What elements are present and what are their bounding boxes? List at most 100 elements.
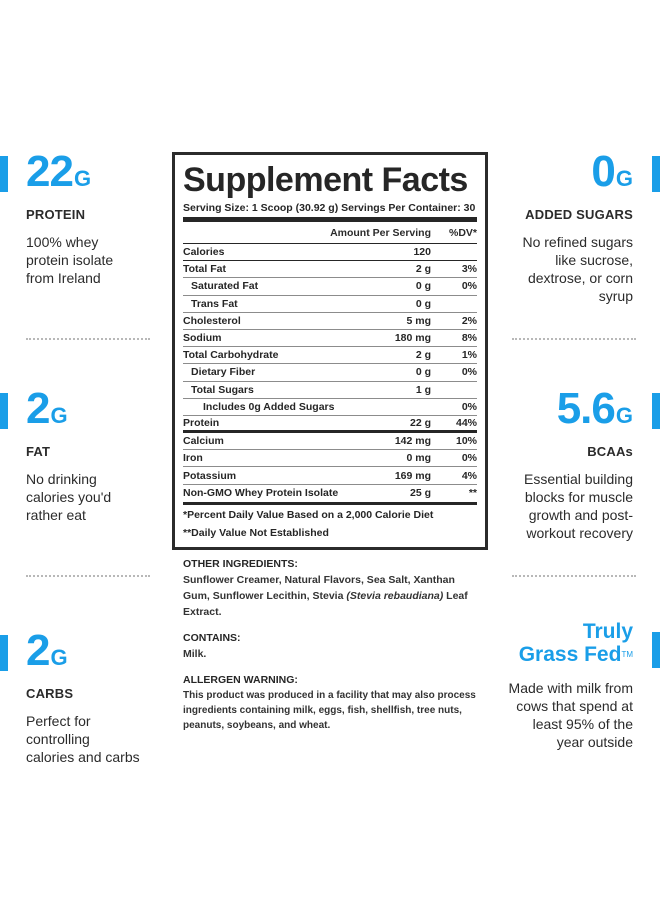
feature-fat: 2G FAT No drinking calories you'd rather… (0, 385, 160, 524)
nutrient-row: Total Carbohydrate 2 g 1% (183, 347, 477, 365)
accent-bar (0, 156, 8, 192)
accent-bar (652, 156, 660, 192)
contains-text: Milk. (183, 648, 207, 660)
nutrient-row: Calories 120 (183, 244, 477, 262)
thick-rule (183, 501, 477, 505)
nutrient-name: Iron (183, 452, 203, 465)
nutrient-amount: 25 g (409, 487, 431, 500)
nutrient-row: Sodium 180 mg 8% (183, 330, 477, 348)
nutrient-dv: 0% (461, 400, 477, 413)
stat-description: 100% whey protein isolate from Ireland (26, 234, 114, 286)
nutrient-amount: 169 mg (394, 469, 431, 482)
nutrient-dv: 0% (461, 452, 477, 465)
nutrient-name: Potassium (183, 469, 237, 482)
footnote-not-established: **Daily Value Not Established (183, 526, 329, 539)
nutrient-row: Dietary Fiber 0 g 0% (183, 364, 477, 382)
stat-value: 22G (26, 147, 92, 196)
nutrient-amount: 22 g (409, 416, 431, 429)
stat-description: Made with milk from cows that spend at l… (508, 680, 633, 750)
accent-bar (0, 393, 8, 429)
nutrient-name: Calories (183, 246, 225, 259)
other-ingredients-text: Sunflower Creamer, Natural Flavors, Sea … (183, 574, 468, 618)
stat-value: 5.6G (556, 384, 633, 433)
feature-bcaas: 5.6G BCAAs Essential building blocks for… (490, 385, 660, 542)
nutrient-row: Cholesterol 5 mg 2% (183, 313, 477, 330)
nutrient-row: Includes 0g Added Sugars 0% (183, 399, 477, 416)
nutrient-row: Non-GMO Whey Protein Isolate 25 g ** (183, 485, 477, 502)
nutrient-name: Saturated Fat (191, 280, 259, 293)
nutrient-dv: 3% (461, 263, 477, 276)
nutrient-dv: 2% (461, 314, 477, 327)
nutrient-name: Total Fat (183, 263, 226, 276)
nutrient-name: Total Carbohydrate (183, 349, 279, 362)
nutrient-row: Protein 22 g 44% (183, 416, 477, 434)
accent-bar (0, 635, 8, 671)
stat-description: Perfect for controlling calories and car… (26, 713, 140, 765)
nutrient-amount: 120 (413, 246, 431, 259)
accent-bar (652, 393, 660, 429)
stat-description: Essential building blocks for muscle gro… (524, 471, 633, 541)
ingredients-section: OTHER INGREDIENTS: Sunflower Creamer, Na… (183, 556, 483, 743)
nutrient-amount: 180 mg (394, 332, 431, 345)
nutrient-name: Protein (183, 416, 220, 429)
nutrient-name: Non-GMO Whey Protein Isolate (183, 487, 339, 500)
nutrient-amount: 0 g (415, 366, 431, 379)
nutrient-name: Total Sugars (191, 383, 254, 396)
nutrient-dv: 8% (461, 332, 477, 345)
thick-rule (183, 217, 477, 222)
nutrient-dv: 10% (455, 435, 477, 448)
nutrient-row: Total Fat 2 g 3% (183, 261, 477, 279)
nutrient-amount: 0 g (415, 297, 431, 310)
divider-dotted (512, 575, 636, 577)
stat-title: CARBS (26, 686, 74, 701)
accent-bar (652, 632, 660, 668)
nutrient-dv: 4% (461, 469, 477, 482)
nutrient-amount: 1 g (415, 383, 431, 396)
nutrient-row: Iron 0 mg 0% (183, 450, 477, 468)
nutrient-row: Calcium 142 mg 10% (183, 433, 477, 451)
nutrient-dv: ** (468, 487, 477, 500)
supplement-facts-panel: Supplement Facts Serving Size: 1 Scoop (… (172, 152, 488, 550)
footnote-dv: *Percent Daily Value Based on a 2,000 Ca… (183, 508, 434, 521)
nutrient-dv: 0% (461, 280, 477, 293)
label-title: Supplement Facts (183, 161, 468, 199)
feature-grass-fed: Truly Grass FedTM Made with milk from co… (490, 620, 660, 751)
divider-dotted (26, 575, 150, 577)
contains-heading: CONTAINS: (183, 632, 241, 644)
nutrient-amount: 0 mg (406, 452, 431, 465)
feature-added-sugars: 0G ADDED SUGARS No refined sugars like s… (490, 148, 660, 305)
nutrient-row: Total Sugars 1 g (183, 382, 477, 399)
serving-info: Serving Size: 1 Scoop (30.92 g) Servings… (183, 202, 476, 214)
nutrient-name: Cholesterol (183, 314, 241, 327)
stat-value: 2G (26, 384, 68, 433)
nutrient-row: Saturated Fat 0 g 0% (183, 278, 477, 296)
nutrient-name: Calcium (183, 435, 224, 448)
nutrient-name: Includes 0g Added Sugars (203, 400, 335, 413)
brand-claim: Truly Grass FedTM (518, 620, 633, 666)
trademark-symbol: TM (621, 650, 633, 659)
stat-title: PROTEIN (26, 207, 86, 222)
nutrient-name: Dietary Fiber (191, 366, 256, 379)
column-header: Amount Per Serving %DV* (183, 222, 477, 244)
stat-title: ADDED SUGARS (525, 207, 633, 222)
stat-title: BCAAs (587, 444, 633, 459)
nutrient-amount: 142 mg (394, 435, 431, 448)
nutrient-dv: 1% (461, 349, 477, 362)
allergen-warning-heading: ALLERGEN WARNING: (183, 674, 298, 686)
stat-description: No drinking calories you'd rather eat (26, 471, 112, 523)
nutrient-dv: 44% (455, 416, 477, 429)
stat-description: No refined sugars like sucrose, dextrose… (522, 234, 633, 304)
nutrient-amount: 5 mg (406, 314, 431, 327)
nutrient-amount: 0 g (415, 280, 431, 293)
other-ingredients-heading: OTHER INGREDIENTS: (183, 558, 298, 570)
feature-protein: 22G PROTEIN 100% whey protein isolate fr… (0, 148, 160, 287)
stat-title: FAT (26, 444, 51, 459)
stat-value: 0G (591, 147, 633, 196)
allergen-warning-text: This product was produced in a facility … (183, 690, 476, 731)
nutrient-row: Trans Fat 0 g (183, 296, 477, 313)
nutrient-amount: 2 g (415, 263, 431, 276)
stat-value: 2G (26, 626, 68, 675)
nutrient-row: Potassium 169 mg 4% (183, 467, 477, 485)
nutrient-dv: 0% (461, 366, 477, 379)
divider-dotted (512, 338, 636, 340)
